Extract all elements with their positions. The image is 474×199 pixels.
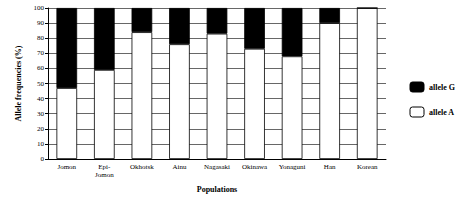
svg-text:50: 50	[37, 80, 45, 88]
svg-text:Jomon: Jomon	[95, 171, 114, 179]
svg-text:Ainu: Ainu	[172, 163, 187, 171]
svg-text:30: 30	[37, 110, 45, 118]
svg-text:Okinawa: Okinawa	[242, 163, 268, 171]
svg-text:20: 20	[37, 125, 45, 133]
svg-text:Populations: Populations	[197, 185, 237, 194]
svg-text:100: 100	[34, 4, 45, 12]
svg-text:Epi-: Epi-	[98, 163, 111, 171]
svg-text:60: 60	[37, 64, 45, 72]
svg-text:80: 80	[37, 34, 45, 42]
svg-text:70: 70	[37, 49, 45, 57]
svg-text:10: 10	[37, 140, 45, 148]
svg-text:allele A: allele A	[429, 108, 454, 117]
svg-text:Allele frequencies (%): Allele frequencies (%)	[14, 45, 23, 121]
svg-text:Yonaguni: Yonaguni	[279, 163, 306, 171]
svg-text:Jomon: Jomon	[57, 163, 76, 171]
svg-text:Korean: Korean	[357, 163, 378, 171]
svg-text:40: 40	[37, 95, 45, 103]
svg-text:0: 0	[41, 155, 45, 163]
svg-text:Nagasaki: Nagasaki	[204, 163, 230, 171]
svg-text:allele G: allele G	[429, 83, 455, 92]
svg-text:Han: Han	[324, 163, 336, 171]
svg-text:90: 90	[37, 19, 45, 27]
svg-text:Okhotsk: Okhotsk	[130, 163, 154, 171]
